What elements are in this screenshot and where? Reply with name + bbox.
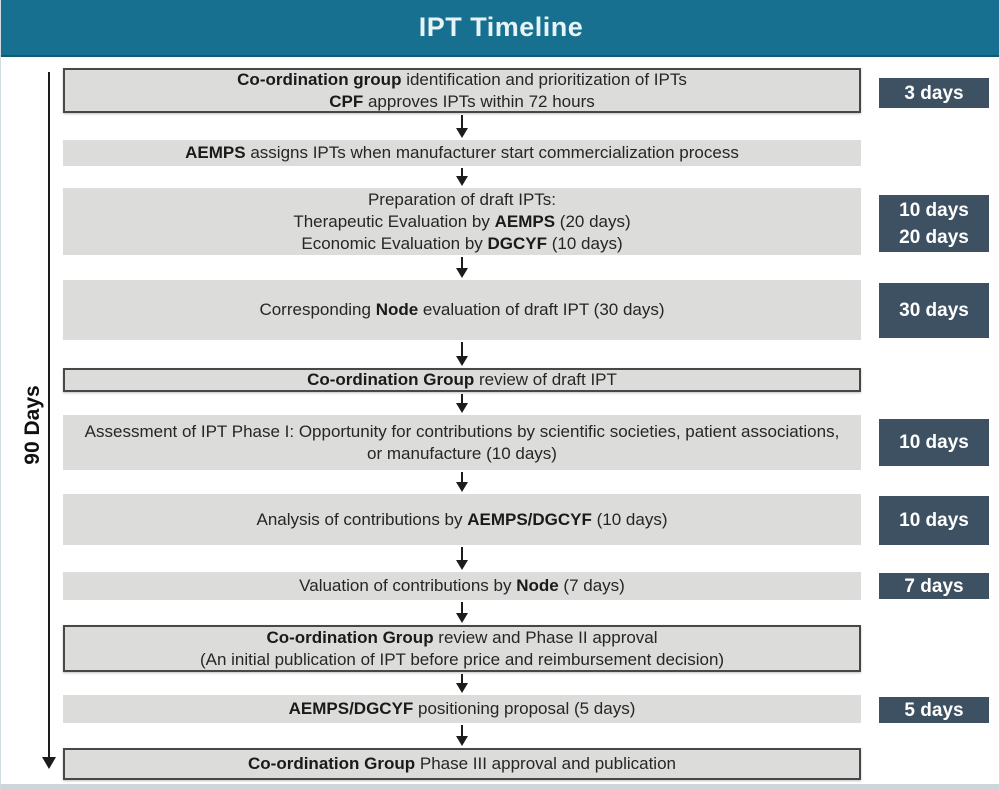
duration-text: 10 days [899, 432, 969, 453]
flow-arrow-icon [455, 168, 469, 186]
duration-badge: 10 days [879, 419, 989, 466]
step-text-line: Analysis of contributions by AEMPS/DGCYF… [256, 509, 668, 529]
flow-arrow-icon [455, 394, 469, 413]
duration-text: 5 days [904, 699, 964, 721]
step-box: Co-ordination Group Phase III approval a… [63, 748, 861, 780]
step-text-line: Corresponding Node evaluation of draft I… [259, 300, 665, 319]
duration-badge: 10 days [879, 496, 989, 545]
header: IPT Timeline [1, 0, 999, 57]
step-text-line: AEMPS/DGCYF positioning proposal (5 days… [288, 699, 636, 718]
duration-text: 30 days [899, 300, 969, 321]
step-box: Corresponding Node evaluation of draft I… [63, 280, 861, 340]
timeline-arrowhead-icon [42, 757, 56, 769]
step-box: Analysis of contributions by AEMPS/DGCYF… [63, 494, 861, 545]
step-box: AEMPS/DGCYF positioning proposal (5 days… [63, 695, 861, 723]
flow-arrow-icon [455, 115, 469, 138]
step-text-line: Assessment of IPT Phase I: Opportunity f… [84, 421, 840, 463]
timeline-total-label: 90 Days [21, 385, 44, 465]
step-text-line: Co-ordination Group review of draft IPT [307, 370, 617, 389]
step-box: AEMPS assigns IPTs when manufacturer sta… [63, 140, 861, 166]
duration-text: 10 days [899, 199, 969, 221]
flow-arrow-icon [455, 472, 469, 492]
step-text-line: Preparation of draft IPTs: [367, 189, 557, 209]
step-box: Valuation of contributions by Node (7 da… [63, 572, 861, 600]
flow-arrow-icon [455, 547, 469, 570]
duration-text: 10 days [899, 510, 969, 531]
duration-badge: 30 days [879, 283, 989, 338]
step-text-line: (An initial publication of IPT before pr… [199, 649, 725, 669]
step-text-line: Co-ordination group identification and p… [237, 69, 687, 89]
page-title: IPT Timeline [418, 12, 584, 42]
duration-badge: 5 days [879, 697, 989, 723]
step-box: Co-ordination Group review of draft IPT [63, 368, 861, 392]
duration-badge: 3 days [879, 78, 989, 108]
flow-arrow-icon [455, 342, 469, 366]
step-text-line: CPF approves IPTs within 72 hours [329, 91, 595, 111]
flow-arrow-icon [455, 674, 469, 693]
duration-text: 7 days [904, 575, 964, 597]
step-text-line: Economic Evaluation by DGCYF (10 days) [301, 233, 623, 253]
duration-text: 20 days [899, 226, 969, 248]
step-text-line: AEMPS assigns IPTs when manufacturer sta… [185, 143, 739, 162]
step-box: Co-ordination group identification and p… [63, 68, 861, 113]
flow-arrow-icon [455, 725, 469, 746]
flow-arrow-icon [455, 602, 469, 623]
duration-badge: 7 days [879, 573, 989, 599]
step-box: Preparation of draft IPTs: Therapeutic Ev… [63, 188, 861, 255]
step-text-line: Therapeutic Evaluation by AEMPS (20 days… [293, 211, 631, 231]
duration-text: 3 days [904, 82, 964, 104]
duration-badge: 10 days 20 days [879, 195, 989, 252]
step-text-line: Co-ordination Group review and Phase II … [266, 627, 658, 647]
timeline-arrow-line [48, 72, 50, 760]
step-text-line: Valuation of contributions by Node (7 da… [299, 576, 625, 595]
step-box: Assessment of IPT Phase I: Opportunity f… [63, 415, 861, 470]
step-text-line: Co-ordination Group Phase III approval a… [248, 754, 676, 773]
flow-arrow-icon [455, 257, 469, 278]
step-box: Co-ordination Group review and Phase II … [63, 625, 861, 672]
